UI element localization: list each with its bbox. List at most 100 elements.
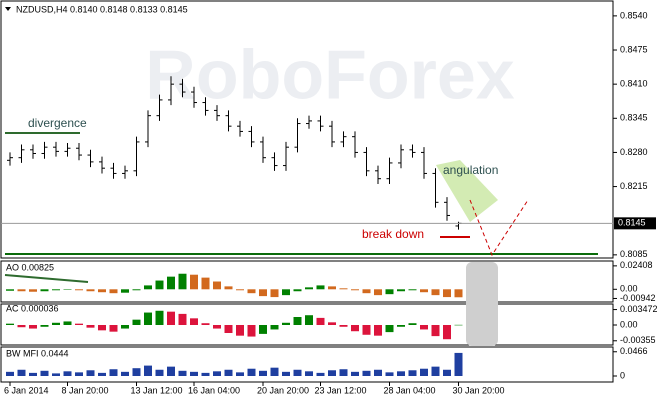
histogram-bar <box>121 289 129 293</box>
histogram-bar <box>201 277 210 290</box>
histogram-bar <box>362 370 371 376</box>
histogram-bar <box>351 325 359 332</box>
histogram-bar <box>247 325 256 337</box>
histogram-bar <box>190 274 198 290</box>
histogram-bar <box>167 311 175 325</box>
histogram-bar <box>247 289 256 294</box>
histogram-bar <box>454 289 463 298</box>
x-tick-label: 13 Jan 12:00 <box>131 385 183 395</box>
menu-arrow <box>5 7 11 11</box>
y-tick-label: 0.8280 <box>620 147 648 157</box>
histogram-bar <box>374 325 382 336</box>
histogram-bar <box>75 323 83 325</box>
histogram-bar <box>132 289 141 291</box>
histogram-bar <box>63 289 72 290</box>
histogram-bar <box>29 289 37 292</box>
histogram-bar <box>328 370 336 376</box>
y-tick-label: -0.00942 <box>620 293 656 303</box>
histogram-bar <box>52 322 60 325</box>
histogram-bar <box>420 289 428 293</box>
histogram-bar <box>144 365 152 376</box>
histogram-bar <box>75 289 83 291</box>
y-tick-label: 0.003472 <box>620 304 657 314</box>
annotation: angulation <box>443 163 498 177</box>
histogram-bar <box>431 289 440 296</box>
histogram-bar <box>339 325 348 327</box>
histogram-bar <box>17 369 26 376</box>
panel-title: AC 0.000036 <box>6 303 59 313</box>
histogram-bar <box>132 319 141 325</box>
histogram-bar <box>259 289 267 297</box>
histogram-bar <box>397 325 405 327</box>
histogram-bar <box>201 372 210 376</box>
histogram-bar <box>167 366 175 376</box>
histogram-bar <box>443 369 451 376</box>
histogram-bar <box>6 323 14 325</box>
histogram-bar <box>316 317 325 325</box>
histogram-bar <box>155 310 164 325</box>
histogram-bar <box>293 289 302 292</box>
histogram-bar <box>109 289 118 294</box>
x-tick-label: 16 Jan 04:00 <box>188 385 240 395</box>
histogram-bar <box>443 289 451 298</box>
histogram-bar <box>293 369 302 376</box>
y-tick-label: -0.00355 <box>620 335 656 345</box>
y-tick-label: 0.8085 <box>620 249 648 259</box>
y-tick-label: 0.02408 <box>620 260 653 270</box>
histogram-bar <box>362 289 371 294</box>
histogram-bar <box>408 370 417 376</box>
histogram-bar <box>385 289 394 295</box>
projection <box>469 199 529 257</box>
histogram-bar <box>213 325 221 329</box>
histogram-bar <box>40 289 49 292</box>
histogram-bar <box>121 325 129 329</box>
histogram-bar <box>305 287 313 290</box>
histogram-bar <box>454 324 463 326</box>
histogram-bar <box>328 322 336 325</box>
histogram-bar <box>316 372 325 376</box>
histogram-bar <box>236 325 244 336</box>
histogram-bar <box>374 289 382 296</box>
histogram-bar <box>155 369 164 376</box>
y-tick-label: 0.8540 <box>620 10 648 20</box>
highlight <box>466 262 498 346</box>
histogram-bar <box>86 370 95 376</box>
y-tick-label: 0.8215 <box>620 181 648 191</box>
histogram-bar <box>6 289 14 291</box>
x-tick-label: 8 Jan 20:00 <box>62 385 109 395</box>
histogram-bar <box>178 370 187 376</box>
histogram-bar <box>351 371 359 376</box>
histogram-bar <box>431 325 440 337</box>
histogram-bar <box>339 369 348 376</box>
histogram-bar <box>374 369 382 376</box>
histogram-bar <box>305 371 313 376</box>
histogram-bar <box>431 366 440 376</box>
histogram-bar <box>328 286 336 290</box>
histogram-bar <box>397 371 405 376</box>
histogram-bar <box>201 323 210 325</box>
histogram-bar <box>40 325 49 327</box>
price-label: 0.8145 <box>618 218 646 228</box>
x-tick-label: 30 Jan 20:00 <box>453 385 505 395</box>
histogram-bar <box>63 371 72 376</box>
histogram-bar <box>224 369 233 376</box>
histogram-bar <box>6 371 14 376</box>
histogram-bar <box>236 372 244 376</box>
histogram-bar <box>408 289 417 291</box>
histogram-bar <box>397 289 405 292</box>
histogram-bar <box>75 372 83 376</box>
histogram-bar <box>282 289 290 296</box>
histogram-bar <box>247 368 256 376</box>
histogram-bar <box>259 325 267 334</box>
histogram-bar <box>385 325 394 333</box>
histogram-bar <box>190 371 198 376</box>
histogram-bar <box>86 325 95 328</box>
histogram-bar <box>443 325 451 340</box>
histogram-bar <box>224 286 233 290</box>
histogram-bar <box>224 325 233 333</box>
histogram-bar <box>420 325 428 330</box>
y-tick-label: 0.8410 <box>620 79 648 89</box>
histogram-bar <box>52 289 60 291</box>
histogram-bar <box>98 372 106 376</box>
